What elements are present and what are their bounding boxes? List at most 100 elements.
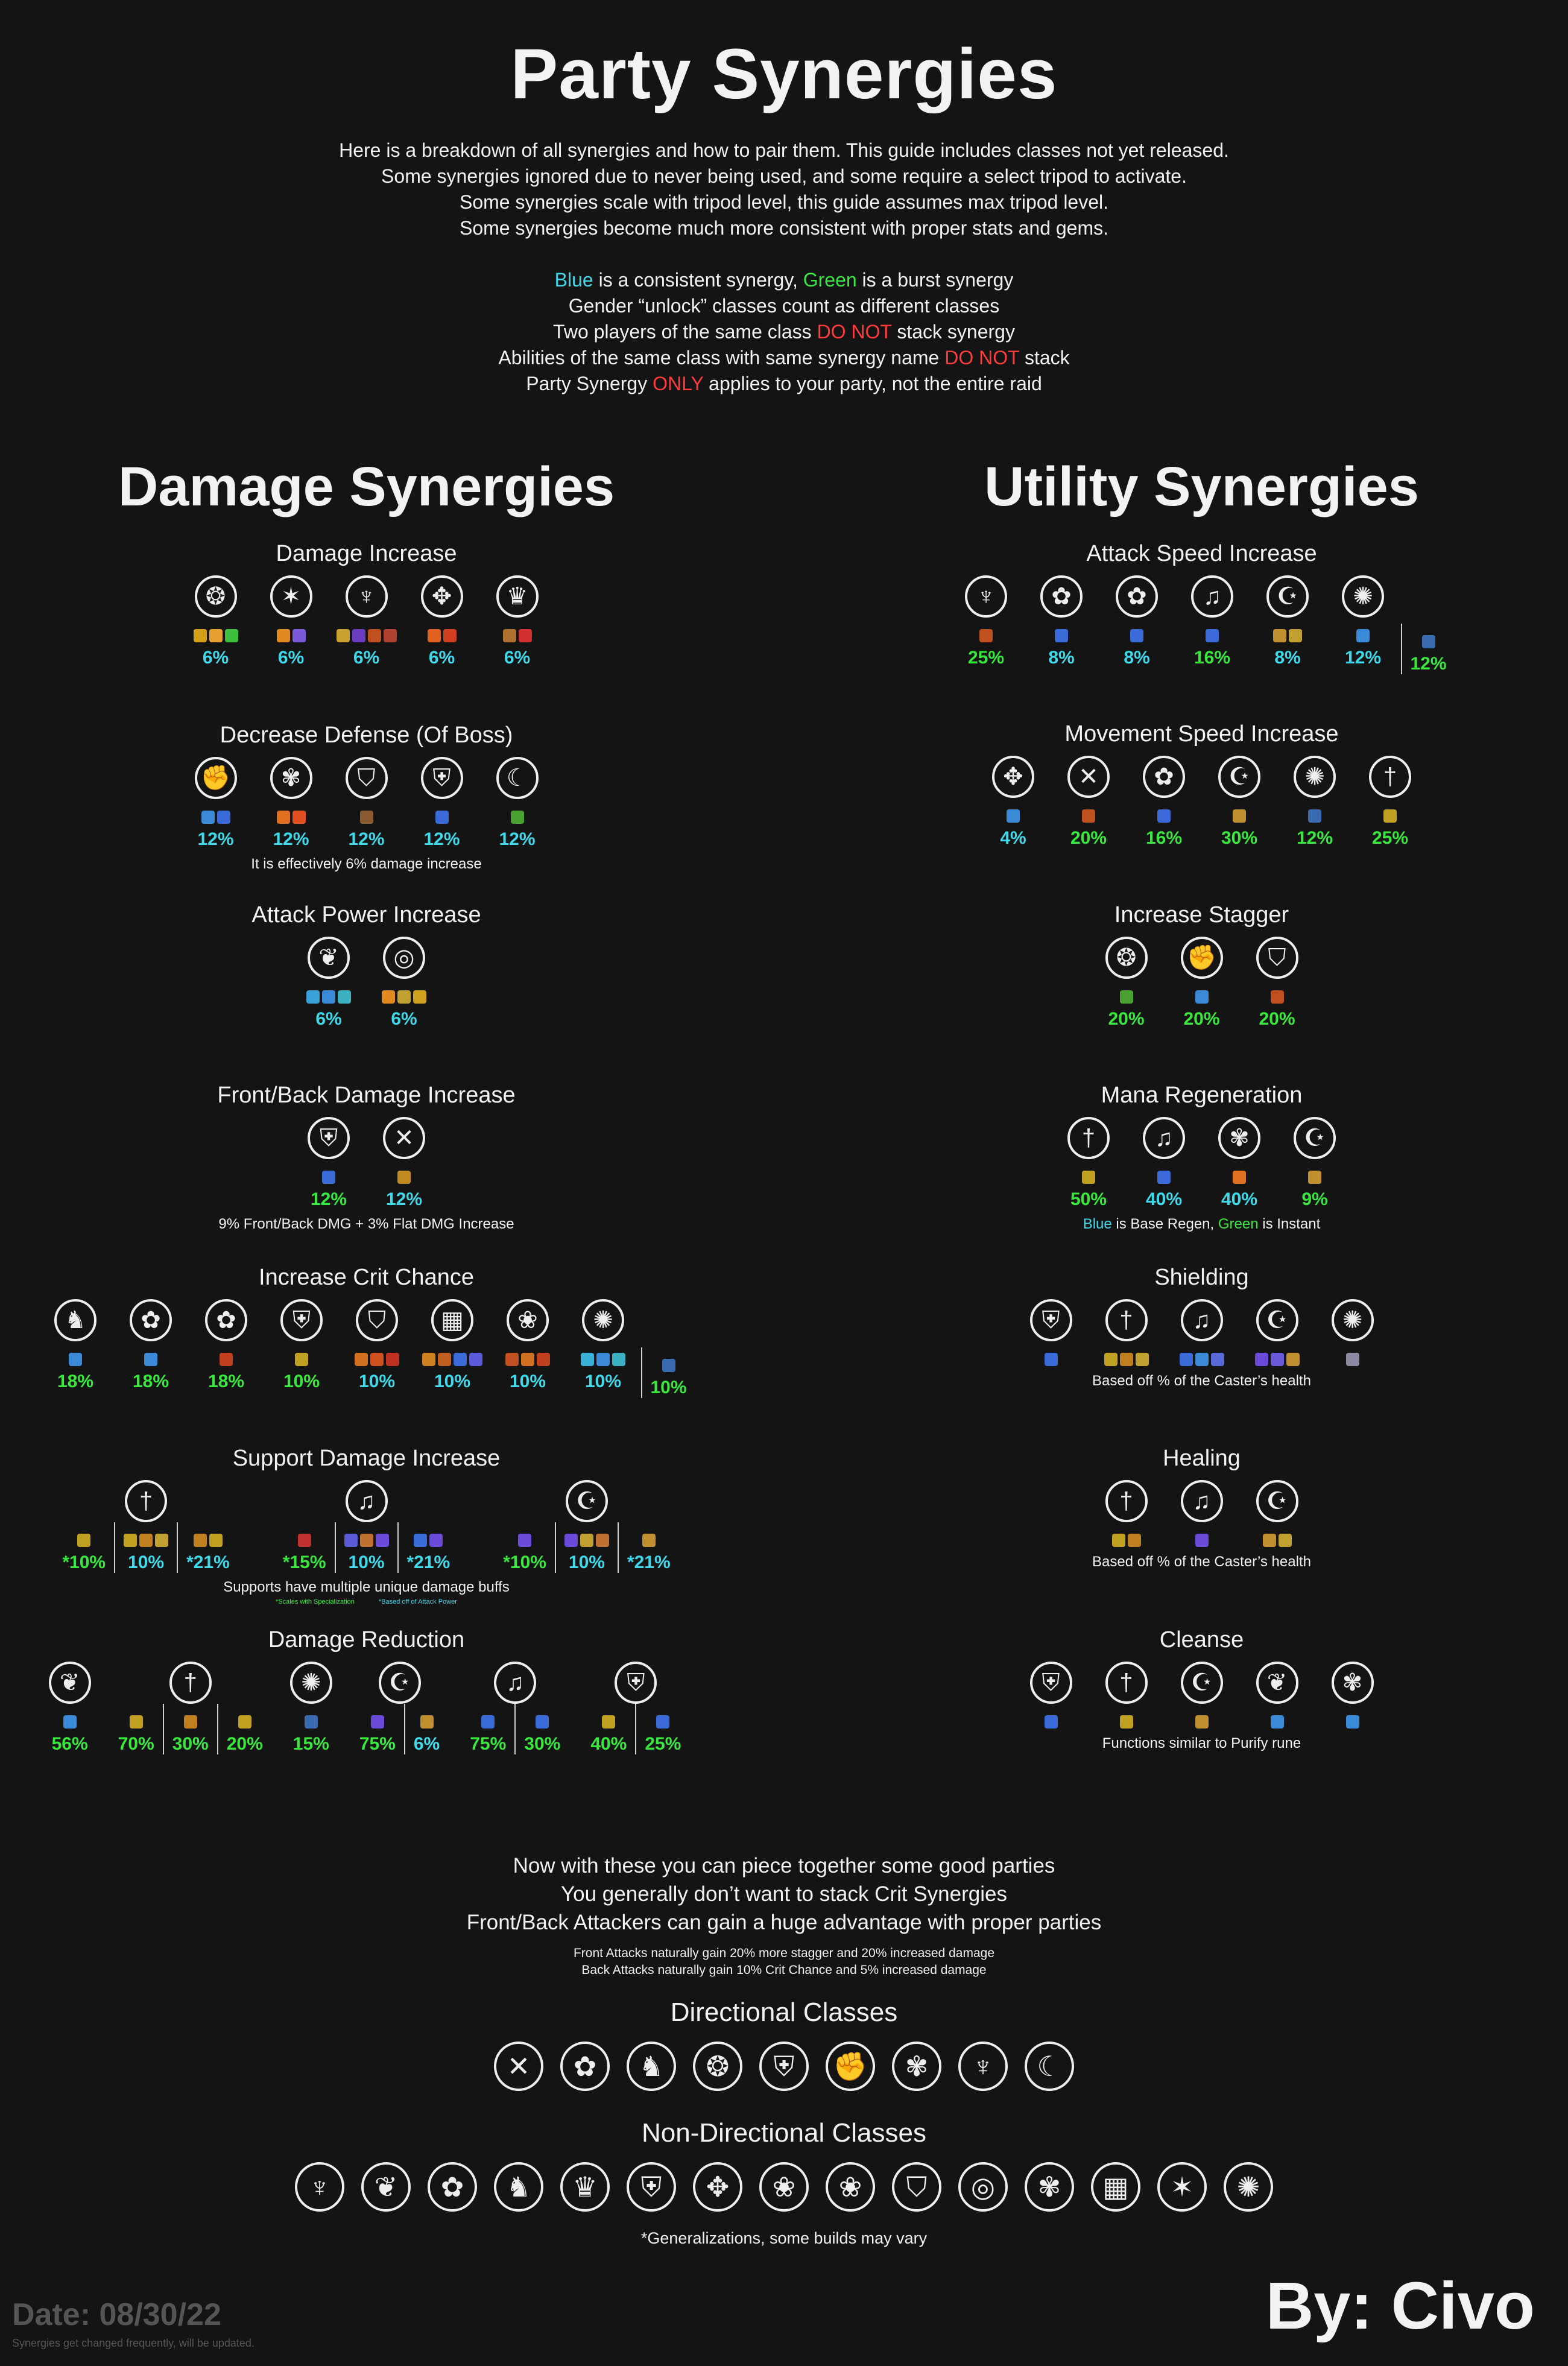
- skill-icon-row: [1111, 1533, 1141, 1548]
- horned-shield-icon: ⛉: [1256, 937, 1298, 979]
- skill-icon: [536, 1715, 549, 1729]
- stagger-section: Increase Stagger ❂ 20% ✊ 20% ⛉ 20%: [835, 902, 1568, 1030]
- winged-shield-icon: ⛨: [627, 2162, 676, 2212]
- synergy-subgroup-row: *10% 10% *21%: [495, 1522, 678, 1573]
- dragon-emblem-icon: ❂: [194, 575, 237, 618]
- synergy-value: *21%: [186, 1552, 230, 1572]
- section-title: Shielding: [1154, 1265, 1249, 1290]
- tornado-icon: ✺: [289, 1662, 332, 1704]
- synergy-subitem: 25%: [636, 1704, 689, 1754]
- synergy-item: ⛨: [1013, 1662, 1089, 1729]
- section-title: Front/Back Damage Increase: [217, 1083, 516, 1108]
- ornate-mask-icon: ✾: [270, 757, 312, 799]
- section-title: Attack Power Increase: [251, 902, 481, 928]
- skill-icon: [139, 1534, 153, 1547]
- skill-icon: [220, 1353, 233, 1366]
- tornado-icon: ✺: [1331, 1299, 1374, 1341]
- footer-small-line: Back Attacks naturally gain 10% Crit Cha…: [581, 1963, 987, 1977]
- checker-shield-icon: ▦: [431, 1299, 473, 1341]
- synergy-row: ⛨ † ☪ ❦ ✾: [835, 1662, 1568, 1729]
- synergy-item: ✾: [1315, 1662, 1390, 1729]
- lyre-icon: ♫: [1191, 575, 1233, 618]
- synergy-item: ❦: [1239, 1662, 1315, 1729]
- synergy-subitem: 10%: [556, 1522, 619, 1573]
- winged-blade-icon: ✥: [992, 756, 1034, 798]
- synergy-item: ✺ 10%: [566, 1299, 641, 1392]
- skill-icon: [77, 1534, 91, 1547]
- rose-medallion-icon: ✿: [130, 1299, 172, 1341]
- skill-icon-row: [1157, 809, 1171, 823]
- synergy-value: 30%: [524, 1734, 561, 1754]
- skill-icon: [386, 1353, 399, 1366]
- skill-icon-row: [510, 810, 524, 824]
- synergy-subitem: 75%: [351, 1704, 405, 1754]
- skill-icon: [537, 1353, 550, 1366]
- skill-icon: [1206, 629, 1219, 642]
- skill-icon: [1233, 1171, 1246, 1184]
- skill-icon: [359, 811, 373, 824]
- skill-icon: [1044, 1353, 1058, 1366]
- synergy-subgroup-row: *10% 10% *21%: [54, 1522, 238, 1573]
- synergy-row: ♞ 18% ✿ 18% ✿ 18% ⛨ 10% ⛉ 10% ▦ 10% ❀ 10% ✺ 10% 10%: [0, 1299, 733, 1398]
- skill-icon: [1119, 1715, 1133, 1729]
- section-title: Damage Reduction: [268, 1627, 465, 1653]
- synergy-value: 70%: [118, 1734, 154, 1754]
- skill-icon: [193, 629, 207, 642]
- skill-icon: [518, 629, 532, 642]
- bat-wing-icon: ♆: [965, 575, 1007, 618]
- skill-icon-row: [1273, 628, 1302, 643]
- skill-icon-row: [69, 1352, 82, 1367]
- synergy-row: ❂ 6% ✶ 6% ♆ 6% ✥ 6% ♛ 6%: [0, 575, 733, 668]
- skill-icon: [1135, 1353, 1149, 1366]
- synergy-item: ♫: [1164, 1480, 1239, 1548]
- skill-icon-row: [1270, 1715, 1284, 1729]
- non-directional-classes: ♆ ❦ ✿ ♞ ♛ ⛨ ✥ ❀ ❀ ⛉ ◎ ✾ ▦ ✶ ✺: [0, 2162, 1568, 2212]
- skill-icon-row: [518, 1533, 532, 1548]
- skill-icon: [420, 1715, 434, 1729]
- synergy-subitem: 30%: [164, 1704, 218, 1754]
- synergy-item: ☪: [1239, 1299, 1315, 1367]
- synergy-value: 8%: [1274, 648, 1301, 668]
- synergy-subitem: *21%: [619, 1522, 679, 1573]
- lyre-icon: ♫: [1180, 1480, 1223, 1522]
- skill-icon-row: [297, 1533, 311, 1548]
- skill-icon: [1210, 1353, 1224, 1366]
- skill-icon: [238, 1715, 251, 1729]
- winged-shield-icon: ⛨: [759, 2042, 809, 2091]
- rose-medallion-icon: ✿: [1143, 756, 1185, 798]
- synergy-item: ♛ 6%: [479, 575, 555, 668]
- synergy-value: 10%: [358, 1371, 396, 1391]
- winged-shield-icon: ⛨: [1029, 1662, 1072, 1704]
- skill-icon: [1421, 635, 1435, 648]
- synergy-subitem: 40%: [582, 1704, 637, 1754]
- skill-icon: [1308, 1171, 1321, 1184]
- synergy-item: ✺: [1315, 1299, 1390, 1367]
- synergy-item: ♆ 25%: [949, 575, 1024, 668]
- skill-icon-row: [1130, 628, 1143, 643]
- skill-icon-row: [1383, 809, 1397, 823]
- skill-icon: [596, 1353, 610, 1366]
- synergy-subitem: *15%: [274, 1522, 336, 1573]
- synergy-subgroup-row: *15% 10% *21%: [274, 1522, 458, 1573]
- skill-icon: [521, 1353, 534, 1366]
- synergy-item: ❀ 10%: [490, 1299, 566, 1392]
- skill-icon-row: [193, 628, 238, 643]
- skill-icon-row: [1055, 628, 1068, 643]
- legend-red-word: DO NOT: [817, 321, 892, 343]
- footer-text: Now with these you can piece together so…: [0, 1852, 1568, 1937]
- leaf-swirl-icon: ❦: [308, 937, 350, 979]
- crescent-q-icon: ☪: [1294, 1117, 1336, 1159]
- skill-icon: [1195, 990, 1209, 1004]
- synergy-item: ✿ 8%: [1099, 575, 1175, 668]
- mana-regen-section: Mana Regeneration † 50% ♫ 40% ✾ 40% ☪ 9% Blue is …: [835, 1083, 1568, 1233]
- synergy-row: ✥ 4% ✕ 20% ✿ 16% ☪ 30% ✺ 12% † 25%: [835, 756, 1568, 849]
- skill-icon-row: [124, 1533, 169, 1548]
- bat-wing-icon: ♆: [345, 575, 388, 618]
- synergy-item: ✿ 8%: [1024, 575, 1099, 668]
- crossed-blades-icon: ✕: [1067, 756, 1110, 798]
- skill-icon-row: [183, 1715, 197, 1729]
- synergy-group: ♫ *15% 10% *21%: [274, 1480, 458, 1573]
- skill-icon: [69, 1353, 82, 1366]
- skill-icon: [1130, 629, 1143, 642]
- winged-shield-icon: ⛨: [420, 757, 463, 799]
